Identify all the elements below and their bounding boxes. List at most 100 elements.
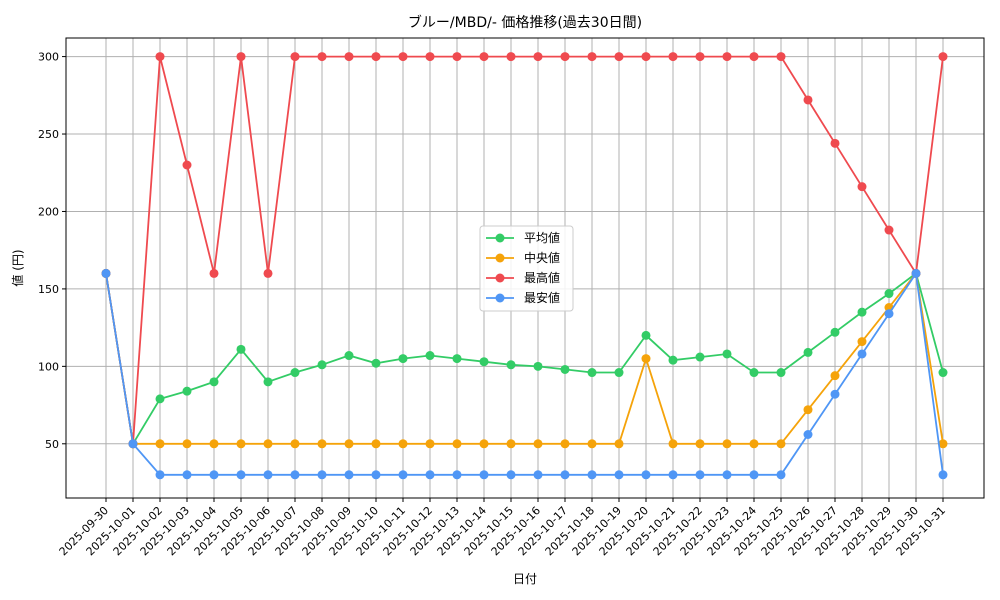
data-point <box>317 439 327 449</box>
legend-box <box>479 225 574 312</box>
data-point <box>614 470 624 480</box>
data-point <box>560 439 570 449</box>
data-point <box>587 368 597 378</box>
data-point <box>533 361 543 371</box>
data-point <box>425 439 435 449</box>
data-point <box>263 377 273 387</box>
series-line <box>105 271 944 447</box>
series-line <box>105 270 944 476</box>
data-point <box>533 470 543 480</box>
data-point <box>803 95 813 105</box>
data-point <box>452 354 462 364</box>
data-point <box>209 268 219 278</box>
y-tick-label: 100 <box>38 360 59 373</box>
data-point <box>506 52 516 62</box>
data-point <box>317 52 327 62</box>
data-point <box>722 439 732 449</box>
data-point <box>425 52 435 62</box>
data-point <box>290 439 300 449</box>
data-point <box>830 327 840 337</box>
data-point <box>290 470 300 480</box>
data-point <box>155 394 165 404</box>
data-point <box>857 182 867 192</box>
data-point <box>182 470 192 480</box>
y-tick-label: 150 <box>38 283 59 296</box>
data-point <box>506 470 516 480</box>
data-point <box>560 470 570 480</box>
data-point <box>128 439 138 449</box>
data-point <box>398 439 408 449</box>
data-point <box>776 52 786 62</box>
data-point <box>695 352 705 362</box>
data-point <box>452 439 462 449</box>
legend-label: 最高値 <box>524 270 560 285</box>
y-tick-label: 300 <box>38 51 59 64</box>
y-tick-label: 250 <box>38 128 59 141</box>
data-point <box>722 470 732 480</box>
legend-label: 最安値 <box>524 290 560 305</box>
data-point <box>263 268 273 278</box>
data-point <box>884 225 894 235</box>
data-point <box>938 439 948 449</box>
data-point <box>344 52 354 62</box>
series-中央値 <box>101 268 948 449</box>
data-point <box>722 52 732 62</box>
series-line <box>105 55 944 444</box>
legend-marker <box>495 273 505 283</box>
data-point <box>884 289 894 299</box>
data-point <box>452 52 462 62</box>
data-point <box>641 52 651 62</box>
data-point <box>371 358 381 368</box>
data-point <box>371 52 381 62</box>
data-point <box>290 52 300 62</box>
data-point <box>749 470 759 480</box>
series-layer <box>101 52 948 480</box>
data-point <box>182 439 192 449</box>
data-point <box>317 360 327 370</box>
data-point <box>749 439 759 449</box>
data-point <box>290 368 300 378</box>
data-point <box>830 138 840 148</box>
legend-marker <box>495 253 505 263</box>
data-point <box>830 389 840 399</box>
data-point <box>803 347 813 357</box>
data-point <box>182 160 192 170</box>
data-point <box>479 357 489 367</box>
data-point <box>398 470 408 480</box>
data-point <box>722 349 732 359</box>
data-point <box>398 354 408 364</box>
data-point <box>479 470 489 480</box>
data-point <box>344 351 354 361</box>
data-point <box>938 368 948 378</box>
data-point <box>155 439 165 449</box>
data-point <box>263 439 273 449</box>
data-point <box>236 344 246 354</box>
data-point <box>749 368 759 378</box>
data-point <box>209 377 219 387</box>
legend-marker <box>495 293 505 303</box>
data-point <box>857 307 867 317</box>
data-point <box>317 470 327 480</box>
data-point <box>506 360 516 370</box>
y-axis-title: 値 (円) <box>10 249 25 286</box>
data-point <box>533 52 543 62</box>
data-point <box>695 439 705 449</box>
data-point <box>803 405 813 415</box>
data-point <box>668 439 678 449</box>
data-point <box>830 371 840 381</box>
data-point <box>695 52 705 62</box>
series-line <box>105 271 944 445</box>
data-point <box>668 355 678 365</box>
x-axis-title: 日付 <box>513 572 537 586</box>
data-point <box>614 368 624 378</box>
data-point <box>857 349 867 359</box>
data-point <box>155 470 165 480</box>
data-point <box>668 470 678 480</box>
data-point <box>938 470 948 480</box>
chart-title: ブルー/MBD/- 価格推移(過去30日間) <box>408 14 642 31</box>
data-point <box>506 439 516 449</box>
data-point <box>263 470 273 480</box>
data-point <box>398 52 408 62</box>
data-point <box>938 52 948 62</box>
